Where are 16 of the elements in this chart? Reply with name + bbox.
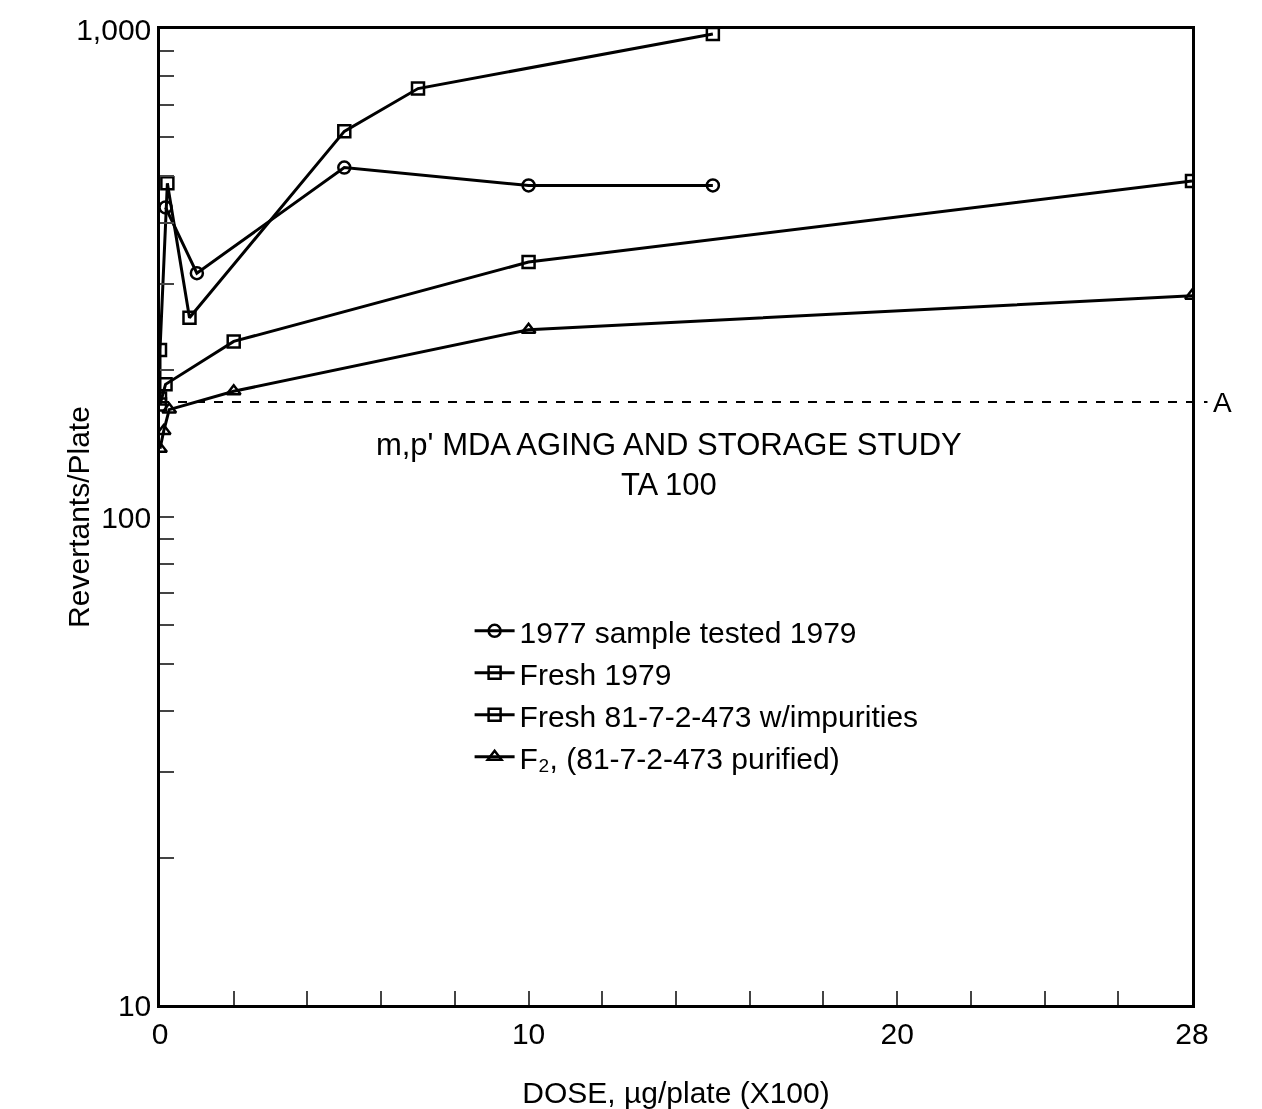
ref-line-label: A (1213, 387, 1232, 418)
y-tick-label: 10 (117, 988, 152, 1022)
y-tick-label: 100 (101, 500, 152, 534)
legend-label: F₂, (81-7-2-473 purified) (519, 741, 840, 775)
text: m,p' MDA AGING AND STORAGE STUDY (375, 426, 962, 462)
legend-label: Fresh 1979 (519, 657, 672, 691)
x-tick-label: 20 (880, 1016, 914, 1050)
x-tick-label: 28 (1175, 1016, 1209, 1050)
legend-label: Fresh 81-7-2-473 w/impurities (519, 699, 919, 733)
text: TA 100 (620, 466, 717, 502)
y-tick-label: 1,000 (76, 12, 152, 46)
x-tick-label: 0 (151, 1016, 169, 1050)
legend-label: 1977 sample tested 1979 (519, 615, 857, 649)
x-tick-label: 10 (511, 1016, 546, 1050)
y-axis-title: Revertants/Plate (61, 406, 95, 628)
x-axis-title: DOSE, µg/plate (X100) (522, 1076, 830, 1109)
